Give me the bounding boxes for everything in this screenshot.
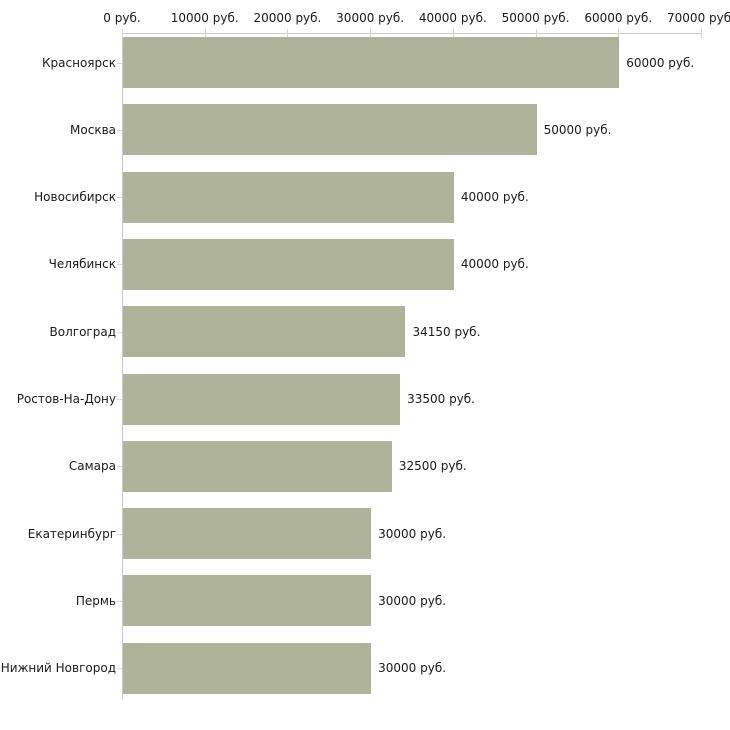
x-axis-tick-mark bbox=[370, 29, 372, 38]
bar-7 bbox=[123, 508, 372, 560]
category-label: Волгоград bbox=[49, 324, 116, 339]
bar-6 bbox=[123, 440, 392, 492]
bar-2 bbox=[123, 171, 454, 223]
x-axis-tick-label: 0 руб. bbox=[103, 11, 141, 25]
x-axis-line bbox=[122, 33, 702, 34]
x-axis-tick-label: 50000 руб. bbox=[501, 11, 570, 25]
bar-1 bbox=[123, 104, 537, 156]
x-axis-tick-mark bbox=[452, 29, 454, 38]
category-tick-mark bbox=[117, 466, 122, 468]
bar-5 bbox=[123, 373, 401, 425]
category-label: Красноярск bbox=[42, 55, 116, 70]
x-axis-tick-mark bbox=[204, 29, 206, 38]
value-label: 50000 руб. bbox=[543, 122, 612, 137]
x-axis-tick-mark bbox=[287, 29, 289, 38]
value-label: 32500 руб. bbox=[398, 459, 467, 474]
value-label: 30000 руб. bbox=[378, 593, 447, 608]
category-tick-mark bbox=[117, 533, 122, 535]
value-label: 40000 руб. bbox=[460, 190, 529, 205]
bar-8 bbox=[123, 575, 372, 627]
x-axis-tick-mark bbox=[618, 29, 620, 38]
value-label: 30000 руб. bbox=[378, 661, 447, 676]
x-axis-tick-mark bbox=[535, 29, 537, 38]
category-tick-mark bbox=[117, 129, 122, 131]
bar-3 bbox=[123, 238, 454, 290]
category-tick-mark bbox=[117, 399, 122, 400]
category-tick-mark bbox=[117, 197, 122, 199]
bar-4 bbox=[123, 306, 406, 358]
bar-9 bbox=[123, 642, 372, 694]
value-label: 33500 руб. bbox=[407, 392, 475, 406]
category-label: Нижний Новгород bbox=[0, 661, 116, 676]
value-label: 30000 руб. bbox=[378, 526, 447, 541]
x-axis-tick-mark bbox=[122, 29, 123, 38]
y-axis-line bbox=[122, 33, 123, 700]
x-axis-tick-label: 30000 руб. bbox=[336, 11, 405, 25]
category-label: Екатеринбург bbox=[27, 526, 116, 541]
category-label: Москва bbox=[70, 122, 116, 137]
x-axis-tick-mark bbox=[701, 29, 702, 38]
x-axis-tick-label: 60000 руб. bbox=[584, 11, 653, 25]
x-axis-tick-label: 70000 руб. bbox=[667, 11, 730, 25]
value-label: 34150 руб. bbox=[412, 324, 481, 339]
category-tick-mark bbox=[117, 264, 122, 266]
category-tick-mark bbox=[117, 331, 122, 333]
category-label: Пермь bbox=[75, 593, 116, 608]
bar-0 bbox=[123, 37, 620, 88]
value-label: 40000 руб. bbox=[460, 257, 529, 272]
category-label: Ростов-На-Дону bbox=[16, 392, 116, 406]
category-tick-mark bbox=[117, 668, 122, 670]
category-label: Челябинск bbox=[48, 257, 116, 272]
value-label: 60000 руб. bbox=[626, 55, 695, 70]
x-axis-tick-label: 40000 руб. bbox=[418, 11, 487, 25]
category-label: Новосибирск bbox=[34, 190, 116, 205]
x-axis-tick-label: 20000 руб. bbox=[253, 11, 322, 25]
category-label: Самара bbox=[68, 459, 116, 474]
x-axis-tick-label: 10000 руб. bbox=[170, 11, 239, 25]
category-tick-mark bbox=[117, 600, 122, 602]
category-tick-mark bbox=[117, 62, 122, 64]
